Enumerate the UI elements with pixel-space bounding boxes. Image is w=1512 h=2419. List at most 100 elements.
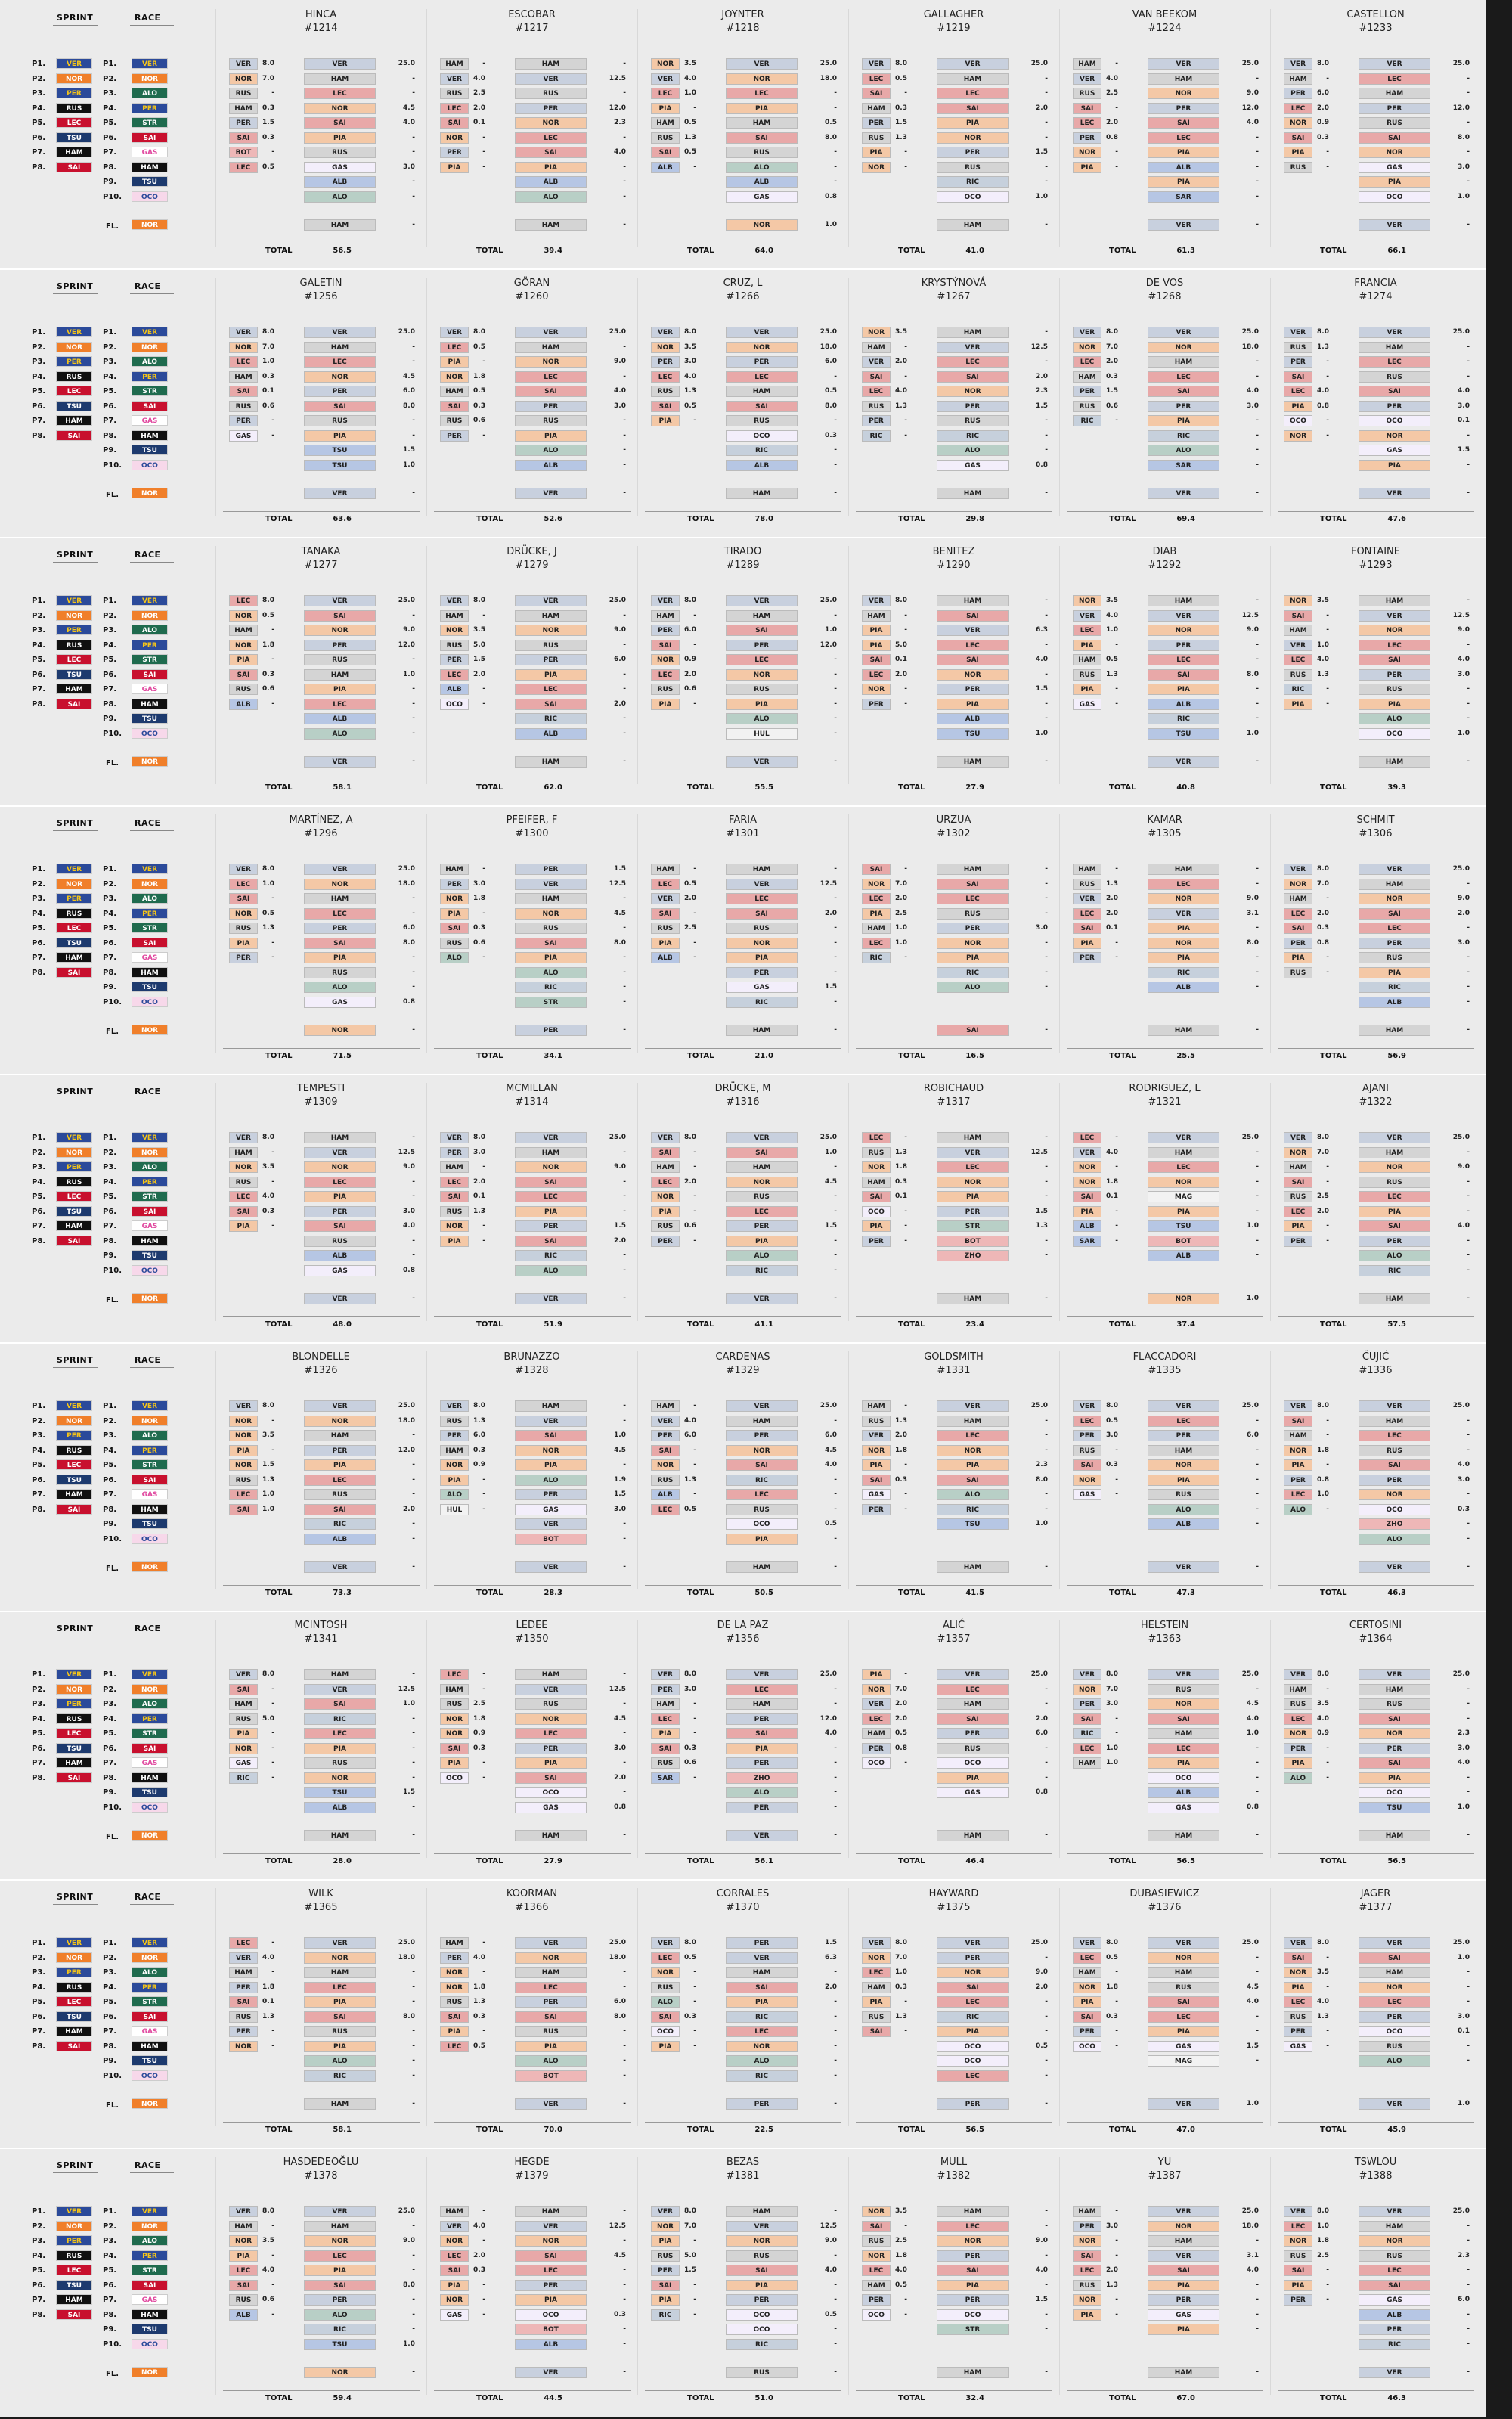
race-pick: PER xyxy=(1359,937,1430,949)
race-pick-points: - xyxy=(834,611,837,619)
race-pick: VER xyxy=(1148,1400,1219,1412)
race-pick: PIA xyxy=(515,668,587,681)
race-driver-code: ALO xyxy=(132,2235,168,2246)
sprint-pick-points: - xyxy=(1115,417,1118,424)
race-pick: PER xyxy=(937,147,1009,158)
sprint-pick: HAM xyxy=(862,609,891,622)
total-label: TOTAL xyxy=(898,2126,925,2134)
sprint-pick: PER xyxy=(440,1430,469,1441)
fastest-lap-label: FL. xyxy=(106,1296,119,1304)
sprint-pick-points: - xyxy=(1326,1744,1329,1752)
race-pick: PER xyxy=(726,966,798,978)
sprint-pick-points: - xyxy=(904,163,907,171)
participant-number: #1309 xyxy=(304,1096,338,1108)
sprint-pick-points: 0.5 xyxy=(262,163,274,171)
participant-card: CRUZ, L #1266 VER 8.0 NOR 3.5 PER 3.0 LEC 4.0 RUS 1… xyxy=(637,271,848,523)
race-pick-points: 4.0 xyxy=(403,1222,415,1230)
race-pick: LEC xyxy=(726,88,798,99)
race-pick-points: - xyxy=(1467,461,1470,469)
sprint-driver-code: PER xyxy=(56,2235,92,2246)
race-pick-points: - xyxy=(412,1983,415,1991)
race-pick-points: - xyxy=(834,163,837,171)
race-pick: RUS xyxy=(726,147,798,158)
sprint-pick-points: 0.3 xyxy=(684,2012,696,2020)
race-pick: RUS xyxy=(304,147,376,158)
sprint-pick: LEC xyxy=(1284,654,1312,665)
sprint-pick: NOR xyxy=(1073,1161,1101,1173)
sprint-pick: LEC xyxy=(862,1132,891,1143)
race-pick: OCO xyxy=(937,191,1009,203)
race-pick: PIA xyxy=(304,430,376,442)
sprint-pick-points: 0.6 xyxy=(262,402,274,410)
sprint-pick-points: 0.5 xyxy=(684,119,696,126)
race-pick-points: 9.0 xyxy=(403,1163,415,1171)
race-pick: NOR xyxy=(1148,88,1219,99)
race-pick: RIC xyxy=(937,2011,1009,2023)
sprint-pick: RUS xyxy=(229,1176,258,1188)
sprint-pick: LEC xyxy=(1073,1415,1101,1427)
race-pick-points: - xyxy=(1045,1251,1048,1259)
sprint-pick-points: 1.8 xyxy=(1106,1983,1118,1991)
sprint-pick: GAS xyxy=(1073,698,1101,710)
sprint-header: SPRINT xyxy=(57,550,94,560)
race-pick: VER xyxy=(726,1400,798,1412)
sprint-pick: HAM xyxy=(651,609,680,622)
race-position-label: P9. xyxy=(103,983,117,991)
participant-card: AJANI #1322 VER 8.0 NOR 7.0 HAM - SAI - RUS 2.5 LEC 2… xyxy=(1270,1077,1481,1329)
race-pick: PER xyxy=(726,1430,798,1441)
total-divider xyxy=(645,1853,841,1854)
sprint-driver-code: SAI xyxy=(56,1503,92,1515)
race-pick-points: - xyxy=(1045,640,1048,649)
participant-card: MARTÍNEZ, A #1296 VER 8.0 LEC 1.0 SAI - NOR 0.5 RU… xyxy=(215,808,426,1060)
sprint-pick-points: 0.3 xyxy=(262,1207,274,1215)
race-pick-points: - xyxy=(1256,1520,1259,1527)
sprint-pick: VER xyxy=(229,1400,258,1412)
sprint-pick: SAI xyxy=(440,1742,469,1754)
race-pick: ALB xyxy=(304,1801,376,1813)
fastest-lap-pick: VER xyxy=(304,488,376,499)
sprint-pick-points: - xyxy=(482,2207,485,2215)
fastest-lap-points: 1.0 xyxy=(1247,2100,1259,2107)
column-divider xyxy=(1270,278,1271,516)
race-driver-code: HAM xyxy=(132,430,168,441)
sprint-pick-points: 0.8 xyxy=(895,1744,907,1752)
fastest-lap-points: - xyxy=(1045,2368,1048,2376)
total-divider xyxy=(1278,1853,1474,1854)
sprint-pick: RUS xyxy=(229,400,258,412)
race-pick: RUS xyxy=(937,161,1009,173)
block-divider xyxy=(0,1879,1486,1881)
race-pick: ALO xyxy=(515,445,587,456)
race-pick: HAM xyxy=(304,1967,376,1978)
race-driver-code: OCO xyxy=(132,1264,168,1276)
sprint-pick-points: 1.0 xyxy=(895,938,907,947)
sprint-pick: PER xyxy=(651,1430,680,1441)
sprint-pick: PER xyxy=(440,1146,469,1158)
sprint-pick-points: - xyxy=(693,1207,696,1215)
sprint-pick-points: - xyxy=(1326,968,1329,976)
sprint-pick-points: 0.3 xyxy=(262,104,274,112)
sprint-pick-points: - xyxy=(693,2237,696,2244)
sprint-pick-points: - xyxy=(482,611,485,619)
sprint-pick-points: - xyxy=(904,2027,907,2035)
sprint-pick-points: 1.8 xyxy=(473,1983,485,1991)
race-pick-points: - xyxy=(1467,1714,1470,1723)
sprint-pick: NOR xyxy=(1073,595,1101,606)
sprint-pick-points: 1.3 xyxy=(1106,670,1118,678)
race-pick: SAI xyxy=(515,147,587,158)
race-pick: PER xyxy=(304,923,376,934)
race-pick-points: - xyxy=(1256,178,1259,185)
race-pick-points: 0.1 xyxy=(1458,2027,1470,2035)
sprint-pick-points: 8.0 xyxy=(473,597,485,604)
sprint-pick: VER xyxy=(651,327,680,338)
race-pick: GAS xyxy=(515,1801,587,1813)
total-label: TOTAL xyxy=(1109,1052,1136,1060)
total-label: TOTAL xyxy=(898,1589,925,1597)
race-pick-points: 1.0 xyxy=(403,2340,415,2348)
sprint-position-label: P4. xyxy=(32,1177,46,1186)
sprint-pick-points: 4.0 xyxy=(895,387,907,395)
sprint-position-label: P3. xyxy=(32,1431,46,1440)
participant-name: CERTOSINI xyxy=(1349,1620,1402,1631)
participant-name: HASDEDEOĞLU xyxy=(283,2157,359,2168)
fastest-lap-label: FL. xyxy=(106,1565,119,1573)
race-pick-points: 0.8 xyxy=(1247,1803,1259,1811)
